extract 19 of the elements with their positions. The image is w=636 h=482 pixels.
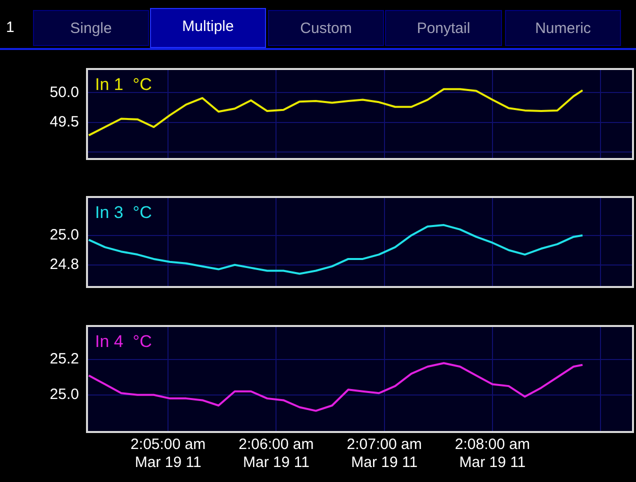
chart-title: In 3 °C [95, 203, 152, 222]
chart-title: In 4 °C [95, 332, 152, 352]
x-tick-label: 2:06:00 am Mar 19 11 [238, 436, 314, 472]
y-tick-label: 25.2 [50, 350, 79, 368]
text: Single [33, 10, 149, 46]
text: 1 [6, 18, 14, 38]
y-tick-label: 25.0 [50, 226, 79, 244]
y-tick-label: 24.8 [50, 256, 79, 274]
text: Custom [268, 10, 384, 46]
x-tick-label: 2:08:00 am Mar 19 11 [454, 436, 530, 472]
y-tick-label: 50.0 [50, 84, 79, 101]
y-tick-label: 49.5 [50, 113, 79, 130]
text: Multiple [150, 8, 266, 48]
chart-title: In 1 °C [95, 75, 152, 94]
x-tick-label: 2:05:00 am Mar 19 11 [130, 436, 206, 472]
text: Numeric [505, 10, 621, 46]
y-tick-label: 25.0 [50, 386, 79, 404]
x-tick-label: 2:07:00 am Mar 19 11 [346, 436, 422, 472]
text: Ponytail [385, 10, 502, 46]
